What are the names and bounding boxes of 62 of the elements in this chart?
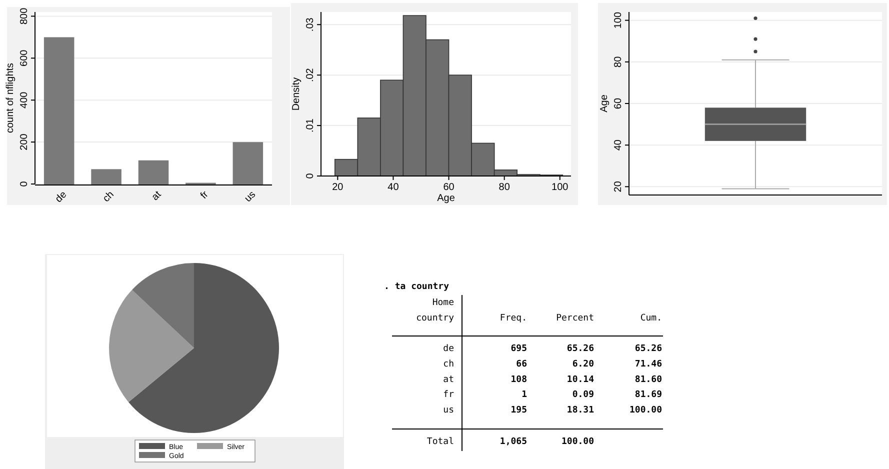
text: 108: [510, 374, 527, 385]
category-label: Freq.: [500, 314, 527, 324]
y-tick-label: 600: [19, 49, 30, 66]
y-tick-label: 100: [613, 12, 624, 29]
text: 100.00: [561, 437, 594, 447]
y-axis-title: Age: [599, 94, 610, 112]
y-tick-label: .02: [305, 68, 316, 82]
text: 66: [516, 359, 527, 370]
category-label: de: [443, 344, 454, 354]
category-label: Cum.: [640, 314, 662, 324]
x-tick-label: 20: [332, 182, 344, 193]
text: 1: [522, 390, 527, 400]
text: 18.31: [566, 406, 594, 416]
text: 65.26: [566, 344, 594, 354]
x-tick-label: us: [242, 189, 258, 205]
text: 81.69: [634, 390, 662, 400]
y-tick-label: .03: [305, 17, 316, 32]
y-tick-label: 60: [613, 98, 624, 110]
x-tick-label: 60: [443, 182, 455, 193]
y-tick-label: 40: [613, 139, 624, 151]
y-tick-label: 800: [19, 7, 30, 25]
x-axis-title: Age: [437, 193, 456, 204]
text: 81.60: [634, 374, 662, 385]
text: 65.26: [634, 344, 662, 354]
x-tick-label: fr: [198, 188, 212, 202]
pie-slice: [109, 290, 194, 402]
y-tick-label: 0: [19, 180, 30, 187]
x-tick-label: at: [150, 189, 164, 203]
pie-slice: [132, 263, 194, 348]
y-tick-label: 80: [613, 56, 624, 68]
text: 695: [510, 344, 527, 354]
text: 1,065: [500, 437, 527, 447]
bar: [91, 169, 122, 184]
y-axis-title: Density: [291, 77, 302, 111]
category-label: at: [443, 374, 454, 385]
category-label: fr: [443, 390, 454, 400]
text: . ta country: [384, 282, 450, 292]
y-tick-label: 200: [19, 133, 30, 150]
x-tick-label: 100: [552, 182, 569, 193]
x-tick-label: de: [54, 188, 70, 205]
category-label: Percent: [556, 314, 594, 324]
text: 195: [510, 406, 527, 416]
text: 10.14: [566, 374, 594, 385]
text: 0.09: [572, 390, 594, 400]
x-tick-label: 80: [498, 182, 510, 193]
text: 71.46: [634, 359, 662, 370]
y-tick-label: 0: [305, 172, 316, 179]
bar: [138, 160, 169, 184]
y-axis-title: count of nflights: [5, 62, 16, 134]
text: 6.20: [572, 359, 594, 370]
bar: [44, 37, 74, 184]
bar: [232, 142, 264, 184]
y-tick-label: .01: [305, 118, 316, 132]
x-tick-label: ch: [101, 189, 116, 205]
text: 100.00: [629, 406, 662, 416]
x-tick-label: 40: [388, 182, 400, 193]
category-label: ch: [443, 359, 454, 370]
text: Home country: [416, 298, 455, 324]
pie-slice: [128, 263, 279, 433]
category-label: us: [443, 406, 454, 416]
y-tick-label: 400: [19, 91, 30, 108]
category-label: Total: [426, 437, 454, 447]
